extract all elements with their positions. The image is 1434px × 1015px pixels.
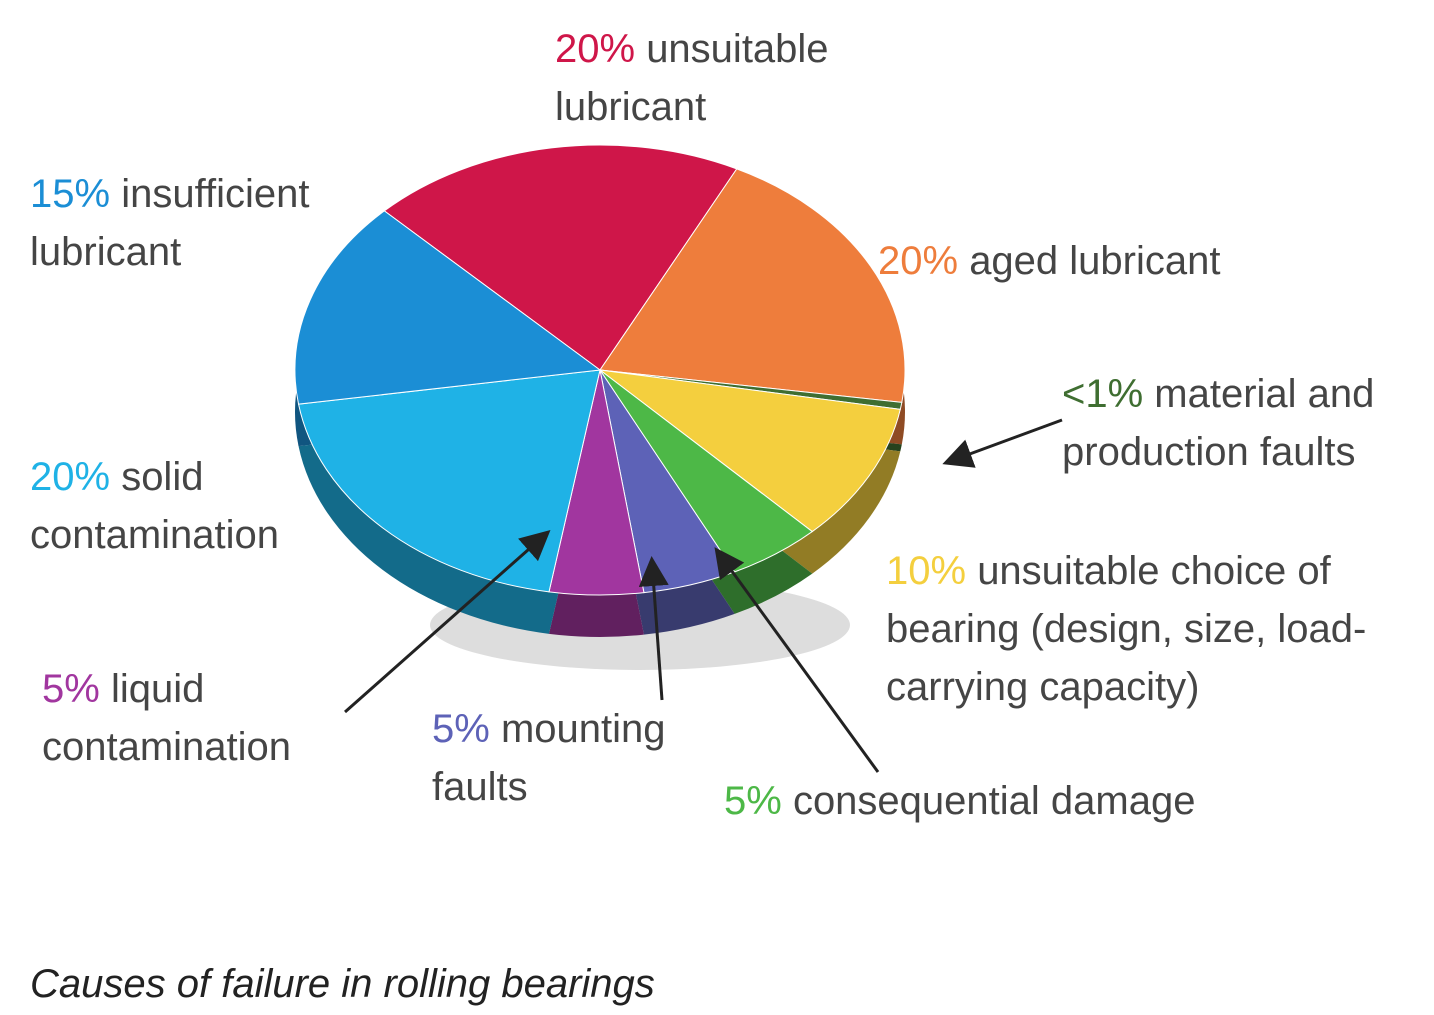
slice-value-label: 10%	[886, 549, 967, 593]
leader-line	[942, 418, 1063, 468]
slice-value-label: 20%	[878, 239, 959, 283]
leader-line	[714, 547, 880, 773]
slice-category-label: material and production faults	[1062, 372, 1375, 474]
slice-value-label: <1%	[1062, 372, 1144, 416]
chart-title: Causes of failure in rolling bearings	[30, 962, 655, 1006]
slice-label: 20% solid contamination	[30, 448, 330, 564]
slice-label: 15% insufficient lubricant	[30, 165, 370, 281]
slice-category-label: solid contamination	[30, 455, 280, 557]
slice	[294, 210, 602, 405]
slice-category-label: unsuitable choice of bearing (design, si…	[886, 549, 1367, 709]
slice-label: 20% unsuitable lubricant	[555, 20, 885, 136]
slice-label: 5% mounting faults	[432, 700, 722, 816]
slice	[598, 369, 901, 533]
slice-category-label: unsuitable lubricant	[555, 27, 829, 129]
slice-category-label: insufficient lubricant	[30, 172, 310, 274]
leader-line	[638, 556, 669, 701]
slice-label: <1% material and production faults	[1062, 365, 1432, 481]
slice	[297, 369, 601, 593]
slice-label: 5% liquid contamination	[42, 660, 342, 776]
slice-category-label: aged lubricant	[969, 239, 1221, 283]
slice-category-label: liquid contamination	[42, 667, 292, 769]
slice-category-label: mounting faults	[432, 707, 666, 809]
slice	[383, 144, 738, 371]
slice-value-label: 5%	[432, 707, 490, 751]
slice-value-label: 20%	[555, 27, 636, 71]
slice-category-label: consequential damage	[792, 779, 1196, 823]
leader-lines	[344, 418, 1063, 773]
slice-value-label: 5%	[724, 779, 782, 823]
slice	[599, 168, 906, 403]
slice-value-label: 15%	[30, 172, 111, 216]
slice-label: 10% unsuitable choice of bearing (design…	[886, 542, 1386, 716]
pie	[294, 144, 906, 637]
slice-value-label: 20%	[30, 455, 111, 499]
leader-line	[344, 530, 551, 714]
slice-label: 20% aged lubricant	[878, 232, 1298, 290]
slice-label: 5% consequential damage	[724, 772, 1284, 830]
slice-value-label: 5%	[42, 667, 100, 711]
